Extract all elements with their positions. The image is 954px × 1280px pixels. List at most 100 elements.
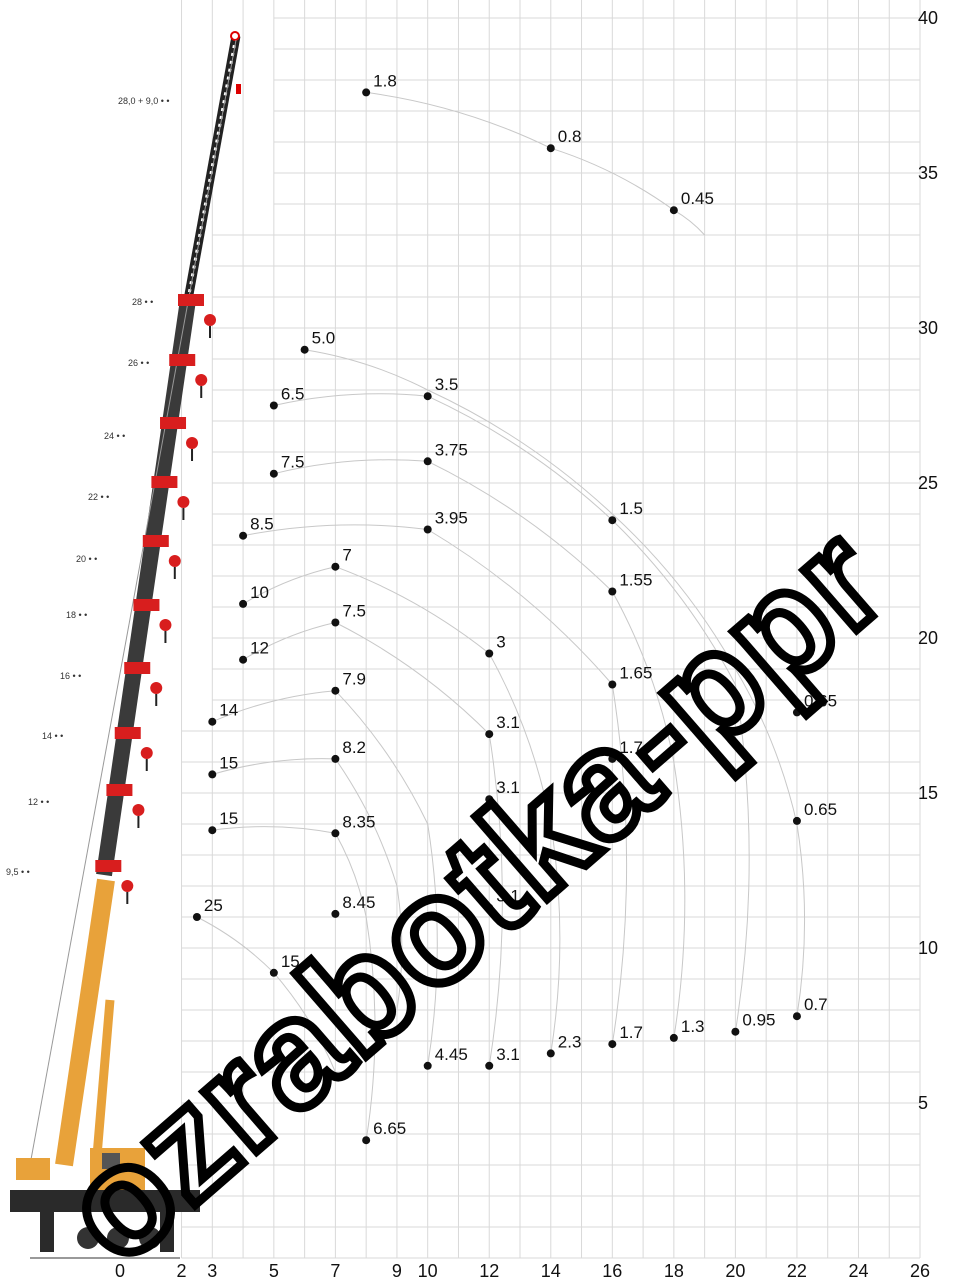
boom-section-clamp (114, 727, 141, 739)
data-label: 15 (219, 809, 238, 828)
data-point (485, 903, 494, 912)
capacity-curve (242, 524, 628, 1045)
data-point (792, 708, 801, 717)
data-label: 7.5 (342, 602, 366, 621)
data-point (331, 754, 340, 763)
x-tick-label: 0 (115, 1261, 125, 1280)
y-tick-label: 5 (918, 1093, 928, 1113)
x-tick-label: 7 (330, 1261, 340, 1280)
data-point (362, 1136, 371, 1145)
chart-grid (181, 0, 921, 1259)
jib-hook (236, 84, 241, 94)
crane-wheel (139, 1227, 161, 1249)
boom-orange (55, 878, 115, 1167)
data-point (485, 730, 494, 739)
data-label: 0.65 (804, 691, 837, 710)
boom-length-label: 14 • • (42, 731, 63, 741)
x-axis-ticks: 0 2 3 5 7 9 10 12 14 16 18 20 22 24 26 (115, 1261, 930, 1280)
boom-section-clamp (124, 662, 151, 674)
data-label: 0.7 (804, 995, 828, 1014)
data-label: 14 (219, 701, 238, 720)
x-tick-label: 22 (787, 1261, 807, 1280)
data-label: 3.1 (496, 778, 520, 797)
y-tick-label: 25 (918, 473, 938, 493)
boom-section-clamp (178, 294, 204, 306)
crane-cab-window (102, 1153, 120, 1169)
data-point (331, 909, 340, 918)
data-label: 2.3 (558, 1032, 582, 1051)
data-label: 15 (281, 952, 300, 971)
x-tick-label: 20 (725, 1261, 745, 1280)
boom-section-clamp (142, 535, 169, 547)
data-point (269, 469, 278, 478)
y-tick-label: 35 (918, 163, 938, 183)
y-tick-label: 40 (918, 8, 938, 28)
crane-wheel (77, 1227, 99, 1249)
data-point (792, 1012, 801, 1021)
data-point (608, 516, 617, 525)
boom-length-label: 20 • • (76, 554, 97, 564)
hook-blocks (95, 294, 216, 904)
data-label: 8.35 (342, 812, 375, 831)
data-points: 1.8 0.8 0.45 5.0 6.5 3.5 7.5 3.75 1.5 8.5 3.95 7 10 1… (192, 71, 837, 1145)
data-point (669, 206, 678, 215)
data-point (331, 618, 340, 627)
data-label: 7.5 (281, 453, 305, 472)
data-label: 8.2 (342, 738, 366, 757)
crane-illustration (10, 31, 241, 1259)
data-label: 1.8 (373, 71, 397, 90)
data-point (608, 587, 617, 596)
data-label: 1.5 (619, 499, 643, 518)
capacity-curve (212, 826, 376, 1141)
crane-outrigger-left (40, 1212, 54, 1252)
x-tick-label: 18 (664, 1261, 684, 1280)
watermark-text: ozrabotka-ppr (31, 494, 916, 1280)
data-label: 8.5 (250, 515, 274, 534)
data-label: 3.5 (435, 375, 459, 394)
capacity-curve (212, 690, 438, 1066)
y-tick-label: 30 (918, 318, 938, 338)
data-point (239, 655, 248, 664)
data-label: 1.7 (619, 738, 643, 757)
data-point (485, 649, 494, 658)
data-point (331, 829, 340, 838)
data-point (546, 144, 555, 153)
data-point (731, 1027, 740, 1036)
hook-icon (168, 555, 181, 567)
data-label: 0.8 (558, 127, 582, 146)
x-tick-label: 10 (418, 1261, 438, 1280)
data-point (331, 686, 340, 695)
data-point (423, 457, 432, 466)
x-tick-label: 12 (479, 1261, 499, 1280)
boom-length-label: 16 • • (60, 671, 81, 681)
hook-icon (186, 437, 199, 449)
data-label: 6.65 (373, 1119, 406, 1138)
crane-counterweight (16, 1158, 50, 1180)
boom-length-label: 26 • • (128, 358, 149, 368)
crane-carrier (10, 1190, 200, 1212)
boom-dark (96, 298, 196, 877)
guy-line (29, 39, 237, 1166)
data-point (269, 401, 278, 410)
y-tick-label: 15 (918, 783, 938, 803)
data-point (608, 680, 617, 689)
data-point (208, 770, 217, 779)
x-tick-label: 2 (177, 1261, 187, 1280)
data-point (362, 88, 371, 97)
y-tick-label: 10 (918, 938, 938, 958)
data-label: 0.65 (804, 800, 837, 819)
boom-length-label: 18 • • (66, 610, 87, 620)
data-label: 0.45 (681, 189, 714, 208)
boom-length-label: 24 • • (104, 431, 125, 441)
data-point (485, 1061, 494, 1070)
data-point (423, 525, 432, 534)
data-point (485, 795, 494, 804)
data-point (423, 392, 432, 401)
crane-wheel (107, 1227, 129, 1249)
data-label: 3.1 (496, 1045, 520, 1064)
hook-icon (150, 682, 163, 694)
data-label: 15 (219, 753, 238, 772)
x-tick-label: 26 (910, 1261, 930, 1280)
data-label: 4.45 (435, 1045, 468, 1064)
hook-icon (140, 747, 153, 759)
